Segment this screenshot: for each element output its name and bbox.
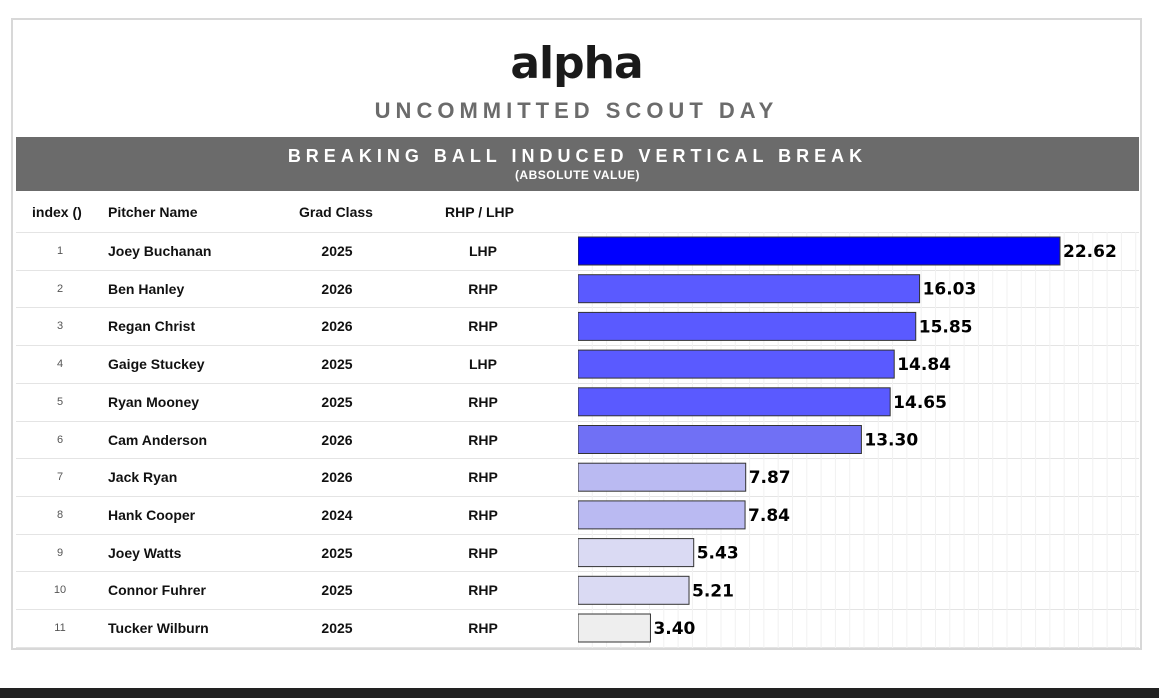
- report-card: alpha UNCOMMITTED SCOUT DAY BREAKING BAL…: [11, 18, 1142, 650]
- row-index: 10: [53, 584, 67, 597]
- bar-value-label: 3.40: [653, 619, 695, 639]
- row-grad-class: 2025: [321, 393, 353, 410]
- row-hand: RHP: [468, 544, 498, 561]
- row-index: 11: [54, 622, 66, 634]
- row-grad-class: 2026: [321, 318, 353, 335]
- bottom-bar: [0, 688, 1159, 698]
- bar-value-label: 13.30: [864, 431, 918, 451]
- bar: [577, 500, 746, 530]
- bar-value-label: 7.87: [749, 468, 791, 488]
- row-index: 9: [56, 546, 64, 559]
- bar: [577, 462, 747, 492]
- alpha-logo: alpha: [510, 38, 643, 89]
- row-pitcher-name: Tucker Wilburn: [108, 620, 209, 636]
- bar: [577, 387, 891, 417]
- row-index: 4: [56, 358, 64, 371]
- row-grad-class: 2026: [321, 431, 353, 448]
- row-grad-class: 2025: [321, 544, 353, 561]
- row-hand: RHP: [468, 469, 498, 486]
- row-pitcher-name: Ben Hanley: [108, 280, 185, 297]
- row-grad-class: 2024: [321, 506, 353, 523]
- row-index: 8: [56, 508, 64, 521]
- row-pitcher-name: Gaige Stuckey: [108, 356, 205, 373]
- row-hand: RHP: [468, 582, 498, 599]
- row-hand: RHP: [468, 431, 498, 448]
- bar-value-label: 15.85: [919, 317, 973, 337]
- bar-chart-svg: 22.62 16.03 15.85 14.84 14.65 13.30 7.87 7.84 5.…: [577, 232, 1137, 648]
- bar-value-label: 5.21: [692, 581, 734, 601]
- bar: [577, 349, 895, 379]
- row-hand: RHP: [468, 506, 498, 523]
- row-hand: LHP: [469, 243, 497, 259]
- row-pitcher-name: Ryan Mooney: [108, 393, 200, 410]
- chart-title-banner: BREAKING BALL INDUCED VERTICAL BREAK (AB…: [16, 137, 1139, 191]
- header-index: index (): [32, 204, 82, 220]
- bar: [577, 311, 917, 341]
- row-pitcher-name: Cam Anderson: [108, 431, 208, 448]
- row-pitcher-name: Hank Cooper: [108, 506, 196, 523]
- page-subtitle: UNCOMMITTED SCOUT DAY: [374, 98, 779, 123]
- bar-value-label: 5.43: [697, 544, 739, 564]
- row-index: 1: [56, 245, 64, 257]
- bar: [577, 575, 690, 605]
- bar-value-label: 22.62: [1063, 242, 1117, 262]
- row-hand: RHP: [468, 620, 498, 636]
- bar-value-label: 7.84: [748, 506, 790, 526]
- row-grad-class: 2025: [321, 620, 353, 636]
- row-hand: RHP: [468, 280, 498, 297]
- row-index: 6: [56, 433, 64, 446]
- bar-chart: 22.62 16.03 15.85 14.84 14.65 13.30 7.87 7.84 5.…: [577, 232, 1138, 648]
- bar: [577, 274, 921, 304]
- chart-title: BREAKING BALL INDUCED VERTICAL BREAK: [287, 146, 868, 166]
- row-hand: RHP: [468, 393, 498, 410]
- row-pitcher-name: Jack Ryan: [108, 469, 178, 486]
- bar: [577, 538, 695, 568]
- bar-value-label: 14.84: [897, 355, 951, 375]
- row-grad-class: 2025: [321, 243, 353, 259]
- row-pitcher-name: Connor Fuhrer: [108, 582, 206, 599]
- header-rhp-lhp: RHP / LHP: [445, 204, 514, 220]
- row-pitcher-name: Joey Buchanan: [108, 243, 212, 259]
- bar: [577, 425, 862, 454]
- header-pitcher-name: Pitcher Name: [108, 204, 198, 220]
- row-pitcher-name: Regan Christ: [108, 318, 196, 335]
- chart-subtitle: (ABSOLUTE VALUE): [514, 168, 641, 182]
- bar-value-label: 16.03: [923, 280, 977, 300]
- row-grad-class: 2025: [321, 582, 353, 599]
- row-hand: RHP: [468, 318, 498, 335]
- row-index: 3: [56, 320, 64, 333]
- row-grad-class: 2026: [321, 280, 353, 297]
- header-grad-class: Grad Class: [299, 204, 373, 220]
- row-index: 5: [56, 395, 64, 408]
- bar-value-label: 14.65: [893, 393, 947, 413]
- row-pitcher-name: Joey Watts: [108, 544, 182, 561]
- row-index: 2: [56, 282, 64, 295]
- bar: [577, 236, 1061, 266]
- bar: [577, 613, 651, 643]
- row-grad-class: 2025: [321, 356, 353, 373]
- row-hand: LHP: [469, 356, 497, 373]
- row-grad-class: 2026: [321, 469, 353, 486]
- row-index: 7: [56, 471, 64, 484]
